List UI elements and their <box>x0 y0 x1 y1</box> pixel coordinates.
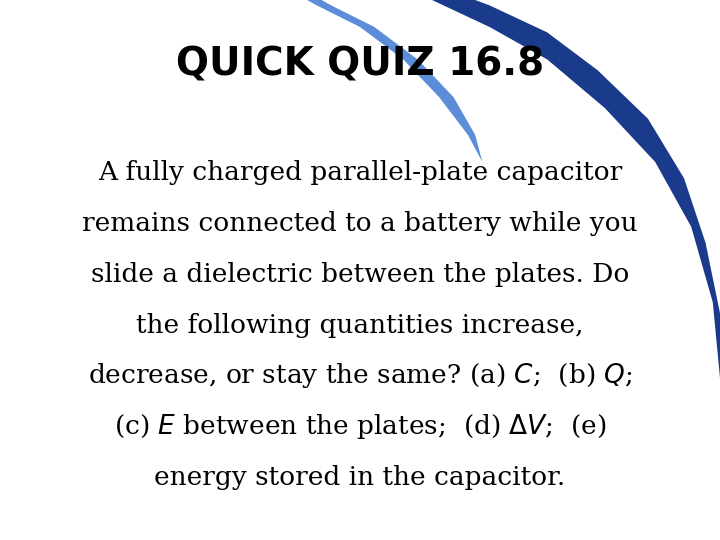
Text: remains connected to a battery while you: remains connected to a battery while you <box>82 211 638 236</box>
Text: slide a dielectric between the plates. Do: slide a dielectric between the plates. D… <box>91 262 629 287</box>
Text: decrease, or stay the same? (a) $C$;  (b) $Q$;: decrease, or stay the same? (a) $C$; (b)… <box>88 361 632 390</box>
Text: QUICK QUIZ 16.8: QUICK QUIZ 16.8 <box>176 46 544 84</box>
Text: A fully charged parallel-plate capacitor: A fully charged parallel-plate capacitor <box>98 160 622 185</box>
Text: energy stored in the capacitor.: energy stored in the capacitor. <box>154 465 566 490</box>
Polygon shape <box>288 0 482 162</box>
Text: (c) $E$ between the plates;  (d) $\Delta V$;  (e): (c) $E$ between the plates; (d) $\Delta … <box>114 412 606 441</box>
Polygon shape <box>403 0 720 378</box>
Text: the following quantities increase,: the following quantities increase, <box>136 313 584 338</box>
